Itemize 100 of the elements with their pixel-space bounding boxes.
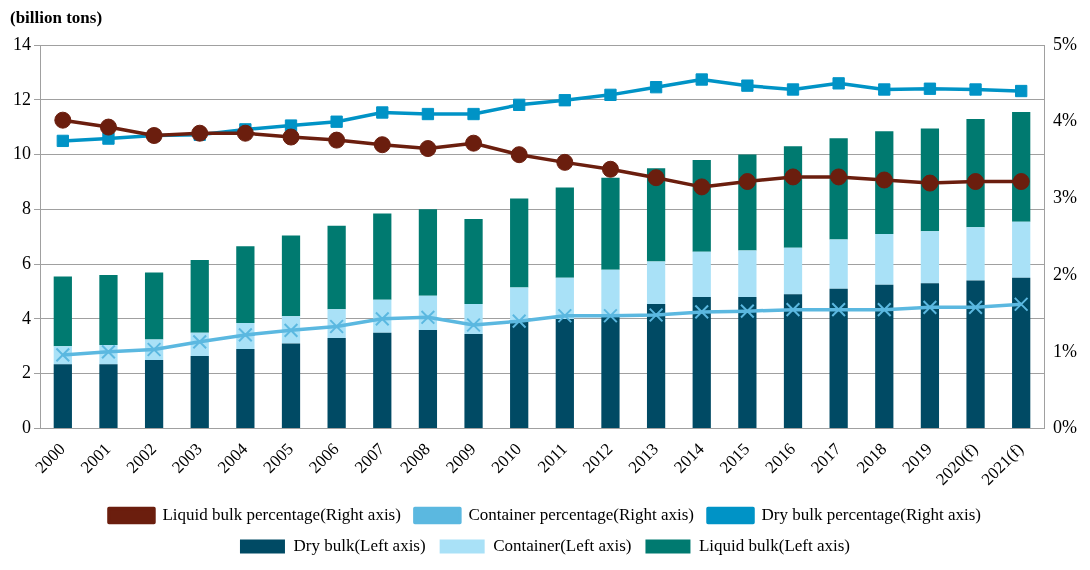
bar	[510, 321, 529, 429]
bar	[327, 225, 346, 310]
point	[282, 128, 300, 146]
y2-tick-label: 1%	[1053, 340, 1078, 361]
bar	[373, 332, 392, 429]
bar	[966, 280, 985, 429]
bar	[190, 355, 209, 429]
bar	[53, 276, 72, 347]
point	[738, 173, 756, 191]
legend-label: Dry bulk percentage(Right axis)	[761, 504, 982, 524]
bar	[555, 318, 574, 429]
bar	[646, 303, 666, 429]
point	[465, 134, 483, 152]
bar	[510, 198, 529, 288]
point	[1012, 173, 1030, 191]
y2-tick-label: 0%	[1053, 417, 1078, 438]
point	[99, 118, 117, 136]
point	[740, 303, 755, 319]
y-tick-label: 14	[13, 33, 31, 54]
bar	[783, 294, 803, 429]
point	[786, 83, 800, 96]
point	[419, 140, 437, 158]
point	[830, 168, 848, 186]
bar	[99, 275, 118, 345]
point	[601, 160, 619, 178]
bar	[464, 218, 483, 304]
bar	[738, 250, 757, 298]
bar	[327, 338, 346, 429]
point	[603, 308, 618, 324]
point	[875, 171, 893, 189]
bar	[966, 227, 985, 281]
bar	[373, 213, 392, 300]
point	[695, 73, 708, 86]
bar	[53, 364, 72, 429]
bar	[601, 316, 620, 429]
point	[557, 308, 573, 324]
y-tick-label: 10	[13, 143, 31, 164]
bar	[920, 231, 940, 284]
point	[785, 302, 801, 317]
bar	[875, 284, 894, 429]
point	[649, 81, 663, 94]
legend-label: Container(Left axis)	[493, 535, 632, 555]
bar	[829, 239, 848, 289]
point	[784, 168, 802, 186]
bar	[875, 234, 894, 285]
bar	[738, 297, 757, 429]
point	[876, 302, 892, 317]
point	[1013, 296, 1029, 312]
point	[647, 169, 665, 187]
legend-label: Dry bulk(Left axis)	[293, 535, 426, 555]
bar	[281, 235, 301, 317]
bar	[190, 260, 209, 333]
y-tick-label: 0	[22, 417, 31, 438]
point	[511, 313, 527, 329]
y-tick-label: 2	[22, 362, 31, 383]
point	[831, 302, 847, 317]
y-tick-label: 8	[22, 198, 31, 219]
y2-tick-label: 3%	[1053, 187, 1078, 208]
point	[922, 299, 938, 315]
bar	[601, 269, 620, 317]
point	[921, 174, 939, 192]
point	[648, 307, 664, 323]
point	[968, 299, 983, 315]
point	[969, 83, 982, 96]
bar	[829, 288, 848, 429]
bar	[920, 283, 940, 429]
bar	[646, 261, 666, 304]
bar	[783, 247, 803, 295]
point	[236, 124, 254, 142]
point	[878, 83, 891, 96]
y2-tick-label: 4%	[1053, 110, 1078, 131]
bar	[144, 360, 164, 429]
bar	[1012, 221, 1031, 278]
bar	[281, 343, 301, 429]
y-axis-title: (billion tons)	[10, 8, 103, 28]
bar	[418, 209, 438, 296]
bar	[236, 349, 255, 429]
point	[328, 131, 346, 149]
bar	[464, 334, 483, 429]
point	[513, 98, 526, 111]
bar	[144, 272, 164, 340]
point	[556, 153, 574, 171]
bar	[555, 187, 574, 278]
point	[832, 77, 845, 90]
point	[191, 124, 209, 142]
y-tick-label: 6	[22, 252, 31, 273]
bar	[601, 177, 620, 270]
legend-label: Liquid bulk percentage(Right axis)	[162, 504, 401, 524]
point	[510, 146, 528, 164]
y-tick-label: 4	[22, 307, 31, 328]
point	[421, 107, 435, 121]
bar	[692, 251, 711, 298]
point	[1015, 84, 1028, 98]
y2-tick-label: 2%	[1053, 263, 1078, 284]
legend-label: Liquid bulk(Left axis)	[698, 535, 851, 555]
bar	[418, 329, 438, 429]
point	[376, 106, 389, 119]
y2-tick-label: 5%	[1053, 33, 1078, 54]
point	[467, 107, 480, 121]
bar	[1012, 277, 1031, 429]
